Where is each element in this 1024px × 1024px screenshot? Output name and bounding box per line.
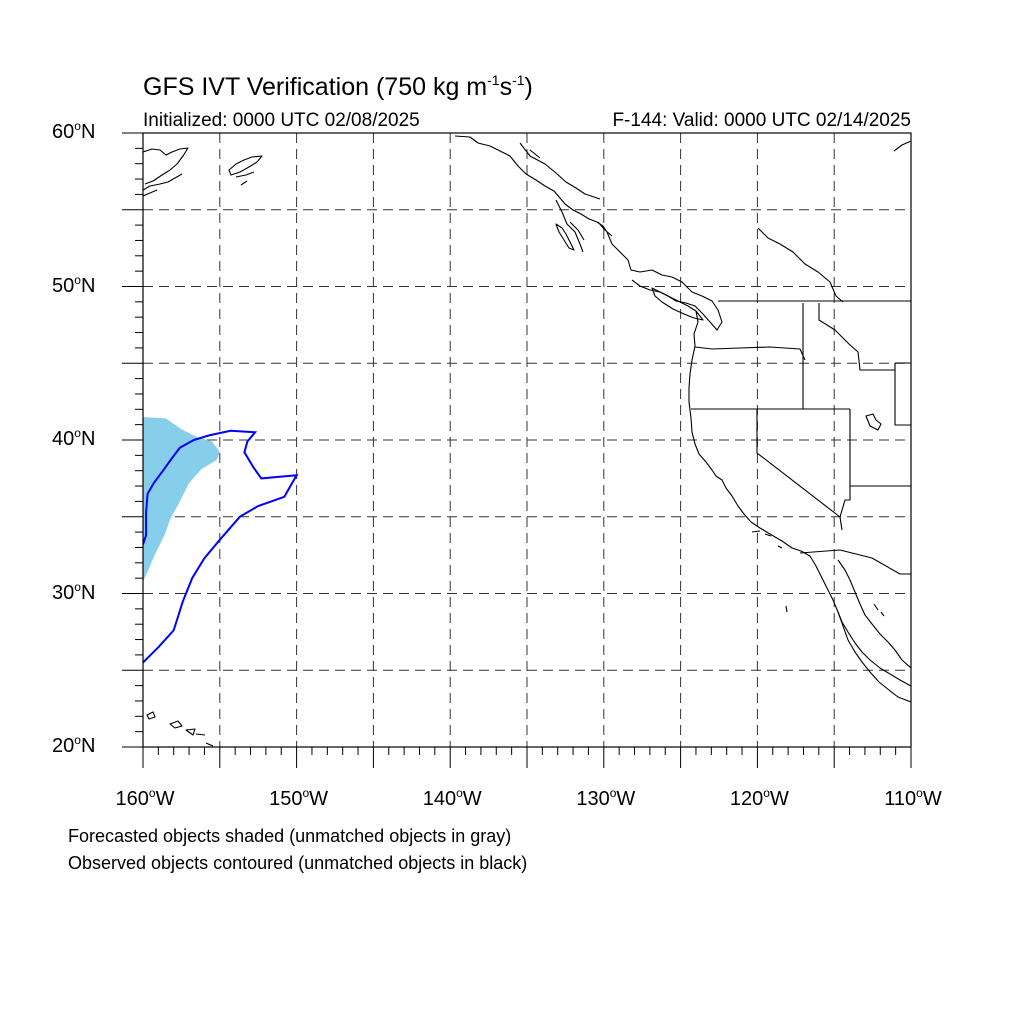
dashed-grid-lines xyxy=(143,133,911,747)
lon-value: 130 xyxy=(576,788,610,810)
lat-hemisphere: N xyxy=(80,735,96,757)
state-borders xyxy=(691,303,911,575)
valid-time: F-144: Valid: 0000 UTC 02/14/2025 xyxy=(612,110,911,131)
latitude-label: 40oN xyxy=(52,426,95,451)
graticule xyxy=(143,133,911,747)
lat-hemisphere: N xyxy=(80,581,96,604)
longitude-label: 120oW xyxy=(730,786,789,811)
lon-value: 140 xyxy=(422,788,457,810)
lon-hemisphere: W xyxy=(462,788,482,810)
observed-object-contour xyxy=(143,429,299,664)
lat-value: 60 xyxy=(52,121,75,143)
ivt-objects xyxy=(143,417,299,664)
coastlines-and-borders xyxy=(143,135,911,747)
kodiak-coastline xyxy=(228,155,263,186)
vancouver-island-coastline xyxy=(651,287,704,321)
lon-value: 110 xyxy=(884,788,917,810)
lon-hemisphere: W xyxy=(616,788,636,810)
alaska-south-coast xyxy=(454,135,613,253)
lon-value: 150 xyxy=(269,788,303,810)
lon-hemisphere: W xyxy=(769,788,789,810)
baja-california-coastline xyxy=(837,559,911,703)
lon-hemisphere: W xyxy=(309,788,329,810)
longitude-label: 150oW xyxy=(269,786,328,811)
great-salt-lake xyxy=(865,413,882,431)
bc-coastline xyxy=(606,231,723,331)
lat-value: 40 xyxy=(52,428,75,450)
title-s-unit: s xyxy=(499,73,513,101)
alaska-coastline xyxy=(143,147,189,197)
lat-hemisphere: N xyxy=(80,121,96,143)
title-close-paren: ) xyxy=(524,73,533,101)
lat-hemisphere: N xyxy=(80,274,96,297)
hudson-bay-coast xyxy=(893,140,911,152)
lat-value: 50 xyxy=(52,274,75,297)
forecast-object-shading xyxy=(143,417,220,582)
plot-frame xyxy=(142,132,912,748)
longitude-label: 130oW xyxy=(576,786,635,811)
degree-symbol: o xyxy=(74,579,81,594)
latitude-label: 50oN xyxy=(52,273,95,298)
axis-ticks xyxy=(122,132,912,768)
latitude-label: 60oN xyxy=(52,119,95,144)
latitude-label: 20oN xyxy=(52,733,95,758)
initialized-time: Initialized: 0000 UTC 02/08/2025 xyxy=(143,110,420,131)
gulf-islands xyxy=(873,603,885,617)
lon-value: 160 xyxy=(115,788,149,810)
degree-symbol: o xyxy=(74,733,81,747)
lon-value: 120 xyxy=(729,788,764,810)
degree-symbol: o xyxy=(302,786,310,800)
degree-symbol: o xyxy=(74,119,81,133)
forecast-legend-note: Forecasted objects shaded (unmatched obj… xyxy=(68,826,512,846)
us-west-coastline xyxy=(688,310,911,687)
degree-symbol: o xyxy=(148,786,156,800)
canada-river xyxy=(757,227,844,303)
title-exponent-1: -1 xyxy=(487,72,500,88)
lat-value: 30 xyxy=(52,581,75,604)
latitude-label: 30oN xyxy=(52,580,95,605)
haida-gwaii-coastline xyxy=(555,223,575,251)
longitude-label: 140oW xyxy=(423,786,482,811)
degree-symbol: o xyxy=(609,786,617,800)
longitude-label: 110oW xyxy=(884,786,941,811)
degree-symbol: o xyxy=(74,426,81,440)
lon-hemisphere: W xyxy=(922,788,942,810)
lat-hemisphere: N xyxy=(80,428,96,450)
hawaii-islands xyxy=(146,711,214,747)
title-text: GFS IVT Verification (750 kg m xyxy=(143,73,488,101)
degree-symbol: o xyxy=(916,786,923,800)
observed-legend-note: Observed objects contoured (unmatched ob… xyxy=(68,853,528,873)
degree-symbol: o xyxy=(74,272,81,287)
degree-symbol: o xyxy=(456,786,463,800)
title-exponent-2: -1 xyxy=(512,72,525,88)
degree-symbol: o xyxy=(763,786,770,800)
lat-value: 20 xyxy=(52,735,75,757)
channel-islands xyxy=(751,530,788,613)
lon-hemisphere: W xyxy=(155,788,175,810)
plot-title: GFS IVT Verification (750 kg m-1s-1) xyxy=(143,72,533,102)
longitude-label: 160oW xyxy=(116,786,175,811)
